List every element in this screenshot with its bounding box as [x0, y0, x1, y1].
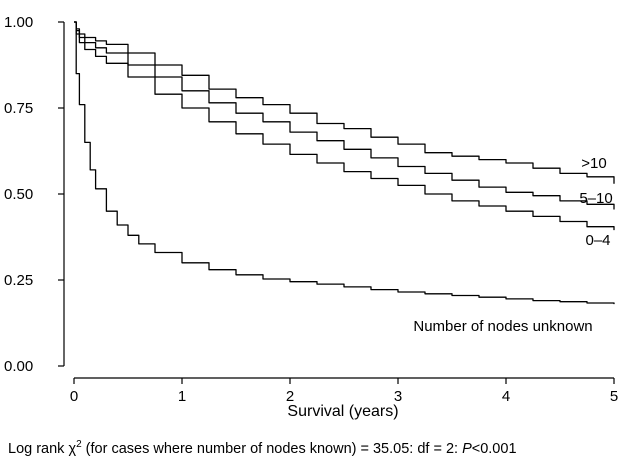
footnote-p-label: P	[462, 440, 472, 457]
y-tick-label: 0.50	[4, 186, 33, 203]
series-line-3	[74, 21, 615, 305]
footnote-text-middle: (for cases where number of nodes known) …	[81, 440, 463, 457]
x-tick-label: 1	[178, 388, 186, 405]
y-tick-label: 0.25	[4, 272, 33, 289]
series-label: Number of nodes unknown	[413, 318, 592, 335]
series-line-1	[74, 21, 615, 210]
x-axis-label: Survival (years)	[287, 403, 398, 420]
x-tick-label: 2	[286, 388, 294, 405]
footnote: Log rank χ2 (for cases where number of n…	[8, 439, 629, 461]
x-tick-label: 5	[610, 388, 618, 405]
series-lines	[74, 21, 615, 305]
x-tick-label: 0	[70, 388, 78, 405]
series-line-0	[74, 21, 615, 184]
x-tick-label: 3	[394, 388, 402, 405]
series-label: >10	[581, 155, 606, 172]
y-tick-label: 0.00	[4, 358, 33, 375]
x-tick-label: 4	[502, 388, 510, 405]
survival-chart: 0.00 0.25 0.50 0.75 1.00 0 1 2 3 4 5 >10 5–10 0–4 Num…	[4, 14, 618, 420]
y-tick-label: 0.75	[4, 100, 33, 117]
series-label: 0–4	[585, 232, 610, 249]
series-labels: >10 5–10 0–4 Number of nodes unknown	[413, 155, 612, 335]
axes: 0.00 0.25 0.50 0.75 1.00 0 1 2 3 4 5	[4, 14, 618, 405]
footnote-p-value: <0.001	[471, 440, 517, 457]
footnote-superscript: 2	[76, 439, 82, 450]
series-label: 5–10	[579, 190, 612, 207]
series-line-2	[74, 21, 615, 231]
footnote-text-start: Log rank χ	[8, 440, 77, 457]
y-tick-label: 1.00	[4, 14, 33, 31]
